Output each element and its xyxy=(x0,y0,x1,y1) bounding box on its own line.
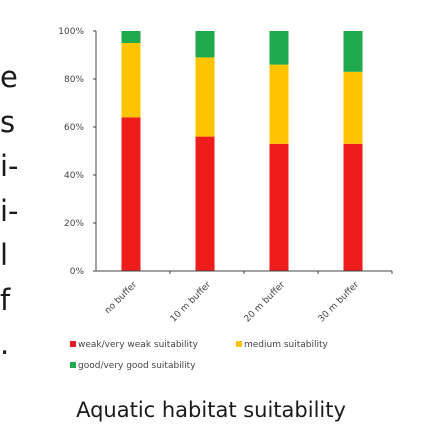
bar-segment xyxy=(121,117,141,272)
bar-segment xyxy=(269,64,289,144)
legend-swatch xyxy=(70,362,76,368)
left-edge-line: e xyxy=(0,60,18,94)
y-tick-label: 40% xyxy=(64,171,84,181)
left-edge-line: s xyxy=(0,104,16,139)
bar-segment xyxy=(343,31,363,72)
left-edge-line: i- xyxy=(0,149,19,183)
x-axis: no buffer 10 m buffer 20 m buffer 30 m buff… xyxy=(96,270,393,325)
y-axis: 0% 20% 40% 60% 80% 100% xyxy=(58,27,97,277)
legend-label: good/very good suitability xyxy=(78,361,196,371)
x-category-label: 20 m buffer xyxy=(243,280,288,325)
x-category-label: 30 m buffer xyxy=(317,280,362,325)
bar-segment xyxy=(195,31,215,58)
left-edge-line: l xyxy=(0,238,9,272)
y-tick-label: 60% xyxy=(64,123,84,133)
left-edge-line: f xyxy=(0,282,11,317)
left-edge-line: . xyxy=(0,327,10,361)
legend-swatch xyxy=(236,341,242,347)
bar-segment xyxy=(269,31,289,65)
y-tick-label: 100% xyxy=(58,27,84,37)
bar-segment xyxy=(195,136,215,271)
bar-segment xyxy=(343,71,363,144)
x-category-label: no buffer xyxy=(103,280,139,316)
y-tick-label: 0% xyxy=(70,267,85,277)
bar-segment xyxy=(269,143,289,271)
legend-label: weak/very weak suitability xyxy=(78,340,199,350)
bar-segment xyxy=(195,57,215,137)
chart-caption: Aquatic habitat suitability xyxy=(76,398,346,422)
legend-label: medium suitability xyxy=(244,340,329,350)
bars xyxy=(121,31,363,272)
legend: weak/very weak suitability medium suitabi… xyxy=(70,340,329,371)
legend-swatch xyxy=(70,341,76,347)
bar-segment xyxy=(121,43,141,118)
y-tick-label: 80% xyxy=(64,75,84,85)
y-tick-label: 20% xyxy=(64,219,84,229)
bar-segment xyxy=(343,143,363,271)
x-category-label: 10 m buffer xyxy=(169,280,214,325)
left-edge-line: i- xyxy=(0,193,19,228)
bar-segment xyxy=(121,31,141,43)
stacked-bar-chart: 0% 20% 40% 60% 80% 100% no buffer 10 m buffer 2… xyxy=(58,27,393,371)
